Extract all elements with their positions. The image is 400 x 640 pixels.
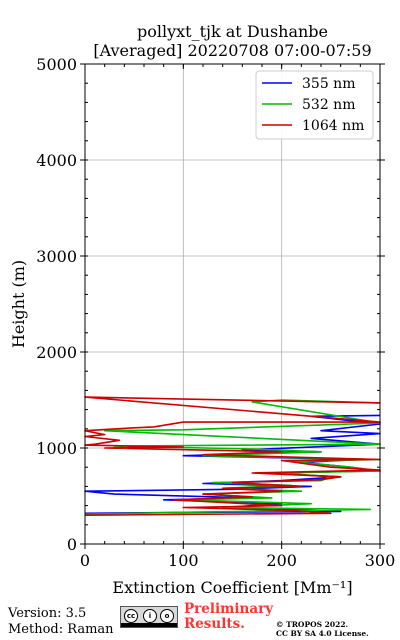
y-tick-label: 2000 xyxy=(36,343,77,362)
copyright-line-1: © TROPOS 2022. xyxy=(276,620,349,629)
x-tick-label: 100 xyxy=(168,551,199,570)
plot-frame xyxy=(84,63,381,545)
copyright-line-2: CC BY SA 4.0 License. xyxy=(276,629,369,638)
preliminary-line-2: Results. xyxy=(184,616,245,632)
version-label: Version: 3.5 xyxy=(8,606,87,621)
series-line-1064-nm xyxy=(84,396,381,516)
preliminary-notice: Preliminary Results. xyxy=(184,602,273,632)
y-tick-label: 4000 xyxy=(36,151,77,170)
y-tick-label: 0 xyxy=(67,535,77,554)
y-axis-label: Height (m) xyxy=(9,260,28,348)
chart-title: pollyxt_tjk at Dushanbe xyxy=(136,22,329,41)
legend-label: 532 nm xyxy=(302,97,355,113)
y-tick-label: 5000 xyxy=(36,55,77,74)
x-tick-label: 300 xyxy=(365,551,396,570)
x-tick-label: 200 xyxy=(266,551,297,570)
x-axis-label: Extinction Coefficient [Mm⁻¹] xyxy=(112,578,352,597)
y-tick-label: 1000 xyxy=(36,439,77,458)
x-tick-label: 0 xyxy=(80,551,90,570)
preliminary-line-1: Preliminary xyxy=(184,601,274,617)
legend-label: 1064 nm xyxy=(302,118,364,134)
cc-license-icon: cc i o xyxy=(120,606,178,628)
legend-label: 355 nm xyxy=(302,76,355,92)
y-tick-label: 3000 xyxy=(36,247,77,266)
legend-box xyxy=(255,70,374,140)
legend: 355 nm 532 nm 1064 nm xyxy=(255,70,374,140)
copyright-notice: © TROPOS 2022. CC BY SA 4.0 License. xyxy=(276,620,369,638)
method-label: Method: Raman xyxy=(8,622,114,637)
chart-subtitle: [Averaged] 20220708 07:00-07:59 xyxy=(93,41,372,60)
